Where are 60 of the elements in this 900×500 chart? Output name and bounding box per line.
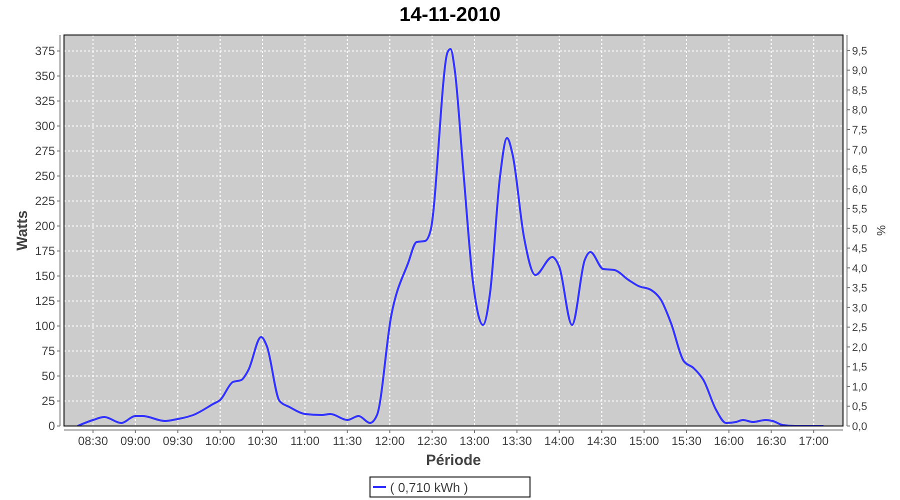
- y2-tick-label: 9,5: [852, 45, 868, 58]
- y2-tick-label: 6,0: [852, 184, 868, 196]
- y2-tick-label: 2,0: [852, 342, 868, 354]
- y-tick-label: 100: [34, 319, 56, 333]
- x-tick-label: 13:00: [460, 434, 490, 448]
- y2-tick-label: 4,5: [852, 243, 868, 256]
- y2-tick-label: 0,5: [852, 401, 868, 414]
- y-tick-label: 225: [34, 194, 56, 208]
- line-series: [76, 48, 825, 426]
- x-tick-label: 15:30: [671, 434, 702, 448]
- y-tick-label: 275: [34, 144, 56, 158]
- x-tick-label: 15:00: [629, 434, 660, 448]
- x-tick-label: 09:30: [162, 434, 194, 448]
- y-tick-label: 300: [34, 119, 56, 133]
- x-tick-label: 10:00: [205, 434, 236, 448]
- y2-tick-label: 3,5: [852, 282, 868, 295]
- y-axis-title: Watts: [14, 210, 31, 251]
- x-tick-label: 14:30: [586, 434, 618, 448]
- y2-tick-label: 9,0: [852, 65, 868, 78]
- y2-tick-label: 5,0: [852, 223, 868, 236]
- x-tick-label: 14:00: [544, 434, 575, 448]
- y-tick-label: 250: [34, 169, 56, 183]
- x-tick-label: 17:00: [798, 434, 830, 448]
- y-tick-label: 325: [34, 94, 56, 108]
- y2-tick-label: 5,5: [852, 204, 868, 216]
- y-tick-label: 0: [48, 419, 56, 433]
- y2-tick-label: 0,0: [852, 421, 868, 433]
- x-tick-label: 11:30: [332, 434, 362, 448]
- x-tick-label: 11:00: [290, 434, 320, 448]
- x-tick-label: 09:00: [120, 434, 151, 448]
- y-tick-label: 25: [42, 394, 56, 408]
- y2-tick-label: 6,5: [852, 164, 868, 176]
- y2-tick-label: 1,5: [852, 362, 868, 374]
- y-tick-label: 200: [34, 219, 56, 233]
- y2-tick-label: 7,0: [852, 144, 868, 156]
- y-tick-label: 125: [34, 294, 56, 308]
- y2-tick-label: 8,0: [852, 104, 868, 117]
- y-tick-label: 375: [34, 44, 56, 58]
- y-tick-label: 50: [42, 369, 56, 383]
- y2-tick-label: 3,0: [852, 302, 868, 314]
- y2-tick-label: 4,0: [852, 262, 868, 275]
- x-tick-label: 12:30: [417, 434, 448, 448]
- y2-tick-label: 2,5: [852, 322, 868, 334]
- x-tick-label: 16:30: [756, 434, 787, 448]
- legend-label: ( 0,710 kWh ): [390, 480, 468, 495]
- y2-tick-label: 8,5: [852, 84, 868, 97]
- x-tick-label: 16:00: [714, 434, 744, 448]
- x-tick-label: 10:30: [248, 434, 278, 448]
- y-tick-label: 350: [34, 69, 56, 83]
- y-tick-label: 150: [34, 269, 56, 283]
- y-tick-label: 75: [42, 344, 56, 358]
- x-tick-label: 12:00: [374, 434, 406, 448]
- y2-axis-title: %: [874, 225, 888, 236]
- chart-title: 14-11-2010: [399, 4, 501, 26]
- y2-tick-label: 1,0: [852, 381, 868, 394]
- x-tick-label: 08:30: [78, 434, 108, 448]
- y-tick-label: 175: [34, 244, 56, 258]
- x-axis-title: Période: [426, 452, 482, 469]
- x-tick-label: 13:30: [502, 434, 532, 448]
- y2-tick-label: 7,5: [852, 124, 868, 136]
